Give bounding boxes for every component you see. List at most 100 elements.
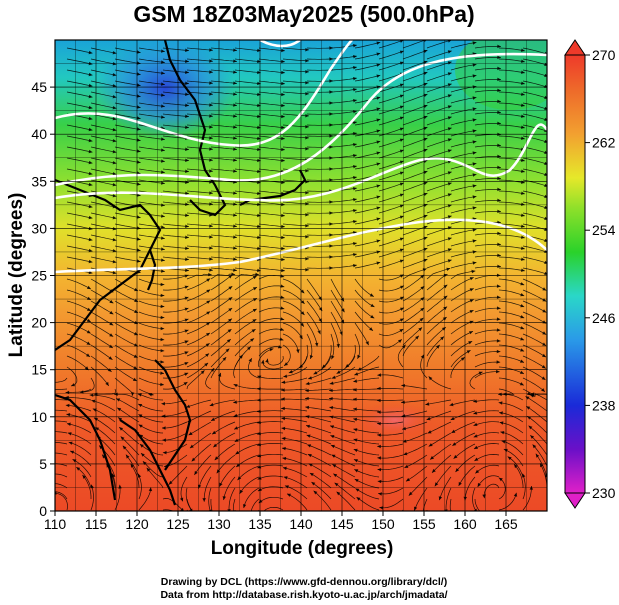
streamline-arrow — [423, 115, 428, 119]
streamline-arrow — [84, 366, 89, 371]
streamline-arrow — [185, 158, 189, 162]
streamline-arrow — [257, 81, 261, 86]
streamline — [498, 223, 525, 228]
streamline-arrow — [496, 369, 500, 374]
streamline-arrow — [185, 202, 189, 206]
streamline — [450, 174, 477, 181]
streamline — [498, 146, 525, 151]
streamline-arrow — [530, 435, 535, 439]
streamline — [434, 465, 452, 487]
streamline — [402, 82, 428, 93]
streamline — [186, 370, 205, 390]
streamline — [522, 245, 547, 253]
streamline — [357, 355, 380, 371]
streamline-arrow — [498, 392, 502, 397]
streamline-arrow — [109, 299, 114, 304]
streamline — [281, 388, 308, 391]
streamline-arrow — [235, 450, 240, 455]
streamline — [55, 463, 68, 467]
streamline-arrow — [447, 105, 452, 109]
streamline — [66, 201, 93, 208]
streamline-arrow — [185, 81, 189, 85]
streamline-arrow — [377, 444, 381, 449]
streamline — [162, 146, 189, 150]
streamline — [55, 409, 68, 412]
streamline — [477, 475, 500, 488]
streamline — [354, 140, 381, 148]
streamline-arrow — [544, 73, 547, 77]
streamline — [473, 421, 500, 426]
streamline — [402, 214, 428, 225]
streamline-arrow — [399, 248, 404, 252]
streamline — [281, 377, 308, 383]
streamline-arrow — [281, 246, 285, 251]
streamline — [138, 300, 165, 307]
streamline-arrow — [497, 231, 501, 236]
streamline-arrow — [497, 55, 501, 60]
streamline-arrow — [544, 128, 547, 132]
streamline — [120, 436, 140, 456]
streamline — [210, 135, 237, 139]
streamline — [186, 190, 213, 194]
streamline — [353, 377, 380, 383]
x-axis: 110 115 120 125 130 135 140 145 150 155 160 165 — [44, 511, 518, 532]
streamline — [450, 130, 477, 137]
streamline — [95, 426, 116, 445]
streamline — [522, 300, 547, 313]
streamline — [162, 421, 188, 429]
streamline-arrow — [161, 60, 165, 64]
streamline-arrow — [497, 220, 501, 225]
streamline — [402, 181, 428, 192]
streamline — [426, 267, 451, 280]
streamline — [138, 434, 164, 445]
streamline — [452, 432, 476, 446]
streamline — [258, 307, 285, 313]
streamline — [90, 135, 117, 142]
streamline — [330, 264, 357, 269]
streamline-arrow — [353, 44, 357, 48]
streamline-arrow — [331, 355, 335, 360]
streamline-arrow — [160, 293, 165, 298]
streamline — [186, 300, 211, 313]
streamline-arrow — [353, 187, 357, 191]
streamline — [66, 344, 91, 358]
streamline-arrow — [428, 443, 433, 447]
streamline-arrow — [450, 416, 455, 420]
streamline — [522, 168, 547, 176]
coastline — [163, 40, 227, 217]
streamline-arrow — [544, 249, 547, 253]
streamline-arrow — [313, 490, 318, 495]
streamline — [67, 432, 92, 445]
streamline — [114, 223, 141, 229]
streamline-arrow — [472, 63, 477, 67]
streamline — [66, 102, 93, 109]
streamline — [162, 58, 189, 62]
streamline-arrow — [138, 414, 143, 418]
streamline — [282, 300, 305, 316]
streamline — [498, 300, 525, 308]
streamline-arrow — [102, 454, 106, 459]
streamline — [234, 308, 257, 324]
streamline-arrow — [133, 366, 138, 370]
streamline — [114, 168, 141, 174]
streamline — [522, 47, 547, 55]
streamline — [90, 300, 114, 315]
streamline-arrow — [86, 341, 91, 345]
colorbar-scale — [564, 54, 586, 494]
streamline-arrow — [474, 445, 478, 449]
streamline-arrow — [354, 479, 359, 483]
streamline — [232, 498, 236, 511]
streamline — [333, 473, 356, 489]
streamline-arrow — [447, 171, 452, 175]
streamline-arrow — [520, 304, 525, 308]
streamline-arrow — [233, 257, 237, 261]
streamline — [138, 322, 165, 330]
streamline — [116, 398, 140, 412]
streamline-arrow — [475, 469, 480, 474]
streamline-arrow — [472, 228, 477, 232]
streamline — [162, 351, 189, 357]
streamline-arrow — [233, 246, 237, 250]
streamline — [66, 80, 93, 87]
streamline-arrow — [138, 424, 143, 428]
streamline — [306, 278, 323, 301]
